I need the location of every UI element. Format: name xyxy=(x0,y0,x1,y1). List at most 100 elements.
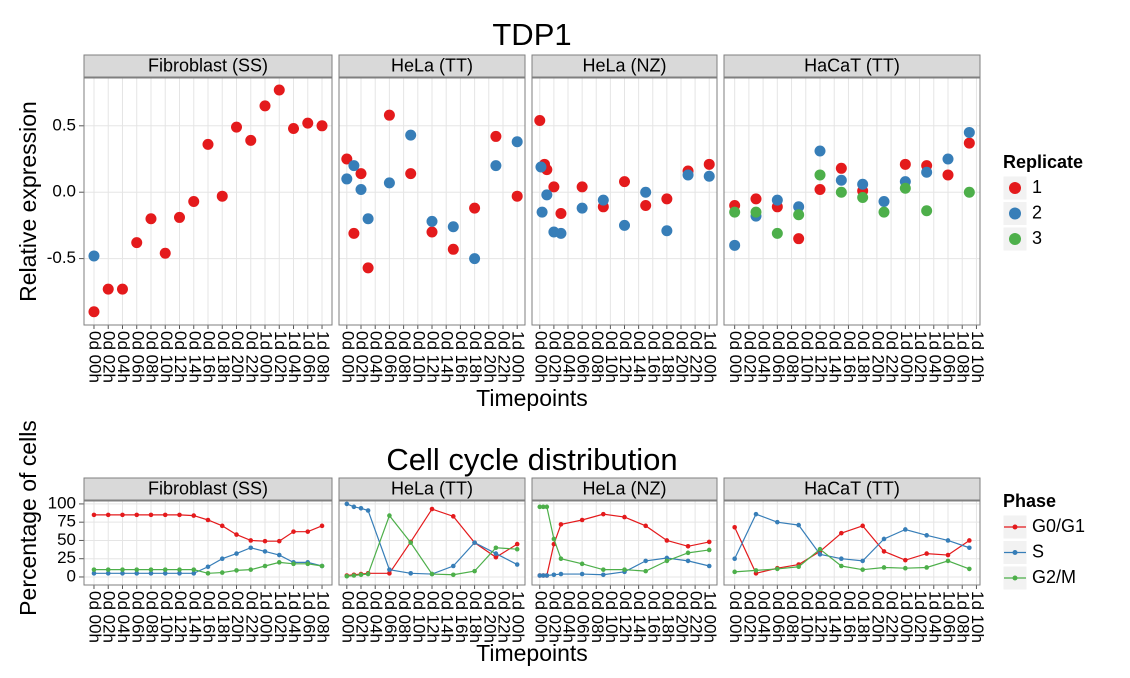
data-point xyxy=(771,227,783,239)
data-point xyxy=(88,250,100,262)
data-point xyxy=(967,566,972,572)
series-line xyxy=(734,548,970,573)
legend-key xyxy=(1002,201,1028,226)
data-point xyxy=(817,546,823,552)
x-tick-label: 0d 00h xyxy=(85,331,104,383)
strip xyxy=(723,477,981,501)
data-point xyxy=(963,126,975,138)
x-tick-label: 0d 12h xyxy=(616,591,635,643)
data-point xyxy=(408,540,414,545)
x-tick-label: 0d 22h xyxy=(242,331,261,383)
x-tick-label: 0d 22h xyxy=(687,331,706,383)
data-point xyxy=(601,572,606,578)
x-tick-label: 0d 22h xyxy=(242,591,261,643)
x-tick-label: 0d 02h xyxy=(100,591,119,643)
data-point xyxy=(643,523,648,529)
legend-symbol xyxy=(1012,524,1018,530)
data-point xyxy=(472,540,477,545)
legend-label: G2/M xyxy=(1032,567,1076,587)
data-point xyxy=(383,177,395,189)
data-point xyxy=(120,567,125,572)
x-tick-label: 0d 14h xyxy=(630,591,649,643)
x-tick-label: 0d 20h xyxy=(868,591,887,643)
data-point xyxy=(664,538,670,543)
data-point xyxy=(305,561,311,567)
data-point xyxy=(878,196,890,207)
data-point xyxy=(405,129,417,141)
data-point xyxy=(426,215,438,227)
data-point xyxy=(685,558,691,564)
series-line xyxy=(734,513,970,562)
data-point xyxy=(706,563,712,569)
data-point xyxy=(148,571,154,576)
x-tick-label: 0d 16h xyxy=(452,591,471,643)
data-point xyxy=(205,517,211,523)
x-axis-title: Timepoints xyxy=(476,640,588,666)
x-tick-label: 1d 00h xyxy=(701,331,720,383)
data-point xyxy=(729,239,741,251)
data-point xyxy=(91,512,97,518)
x-tick-label: 0d 02h xyxy=(100,331,119,383)
y-tick-label: 0 xyxy=(67,566,76,585)
data-point xyxy=(341,173,353,185)
data-point xyxy=(177,512,182,518)
data-point xyxy=(262,538,268,544)
x-tick-label: 1d 00h xyxy=(701,591,720,643)
x-tick-label: 0d 22h xyxy=(883,591,902,643)
x-tick-label: 0d 20h xyxy=(868,331,887,383)
data-point xyxy=(362,213,374,225)
data-point xyxy=(703,170,715,182)
x-tick-label: 1d 08h xyxy=(314,591,333,643)
data-point xyxy=(276,552,282,558)
x-tick-label: 0d 12h xyxy=(171,331,190,383)
strip-title: Fibroblast (SS) xyxy=(148,55,268,75)
x-tick-label: 0d 04h xyxy=(114,591,133,643)
x-tick-label: 0d 06h xyxy=(769,591,788,643)
data-point xyxy=(302,117,314,129)
data-point xyxy=(963,186,975,198)
x-tick-label: 1d 00h xyxy=(257,591,276,643)
strip-title: HeLa (NZ) xyxy=(582,478,666,498)
data-point xyxy=(105,567,111,572)
x-tick-label: 0d 16h xyxy=(644,331,663,383)
chart-title: TDP1 xyxy=(492,17,571,52)
panel-border xyxy=(338,500,526,586)
panel xyxy=(724,78,980,325)
strip xyxy=(83,54,333,78)
data-point xyxy=(839,563,844,569)
x-tick-label: 0d 20h xyxy=(673,591,692,643)
data-point xyxy=(134,567,140,572)
data-point xyxy=(814,145,826,157)
x-axis-title: Timepoints xyxy=(476,385,588,411)
x-tick-label: 0d 04h xyxy=(560,331,579,383)
data-point xyxy=(120,512,125,518)
data-point xyxy=(105,571,111,576)
data-point xyxy=(387,571,392,576)
data-point xyxy=(447,243,459,255)
data-point xyxy=(661,225,673,237)
data-point xyxy=(619,176,630,188)
panel-border xyxy=(83,77,333,326)
y-tick-label: 100 xyxy=(48,493,76,512)
strip xyxy=(338,54,526,78)
x-tick-label: 1d 00h xyxy=(897,591,916,643)
data-point xyxy=(643,558,648,564)
x-tick-label: 1d 06h xyxy=(940,331,959,383)
x-tick-label: 0d 00h xyxy=(726,331,745,383)
data-point xyxy=(469,253,481,265)
data-point xyxy=(365,508,371,513)
data-point xyxy=(839,530,844,536)
data-point xyxy=(291,529,296,534)
data-point xyxy=(387,513,392,518)
data-point xyxy=(429,506,435,512)
x-tick-label: 0d 14h xyxy=(826,591,845,643)
data-point xyxy=(945,552,951,558)
x-tick-label: 1d 00h xyxy=(509,591,528,643)
data-point xyxy=(796,522,801,528)
data-point xyxy=(148,512,154,518)
x-tick-label: 0d 12h xyxy=(812,331,831,383)
x-tick-label: 0d 18h xyxy=(658,331,677,383)
x-tick-label: 0d 02h xyxy=(740,331,759,383)
y-tick-label: 0.5 xyxy=(52,115,76,134)
data-point xyxy=(450,514,456,519)
